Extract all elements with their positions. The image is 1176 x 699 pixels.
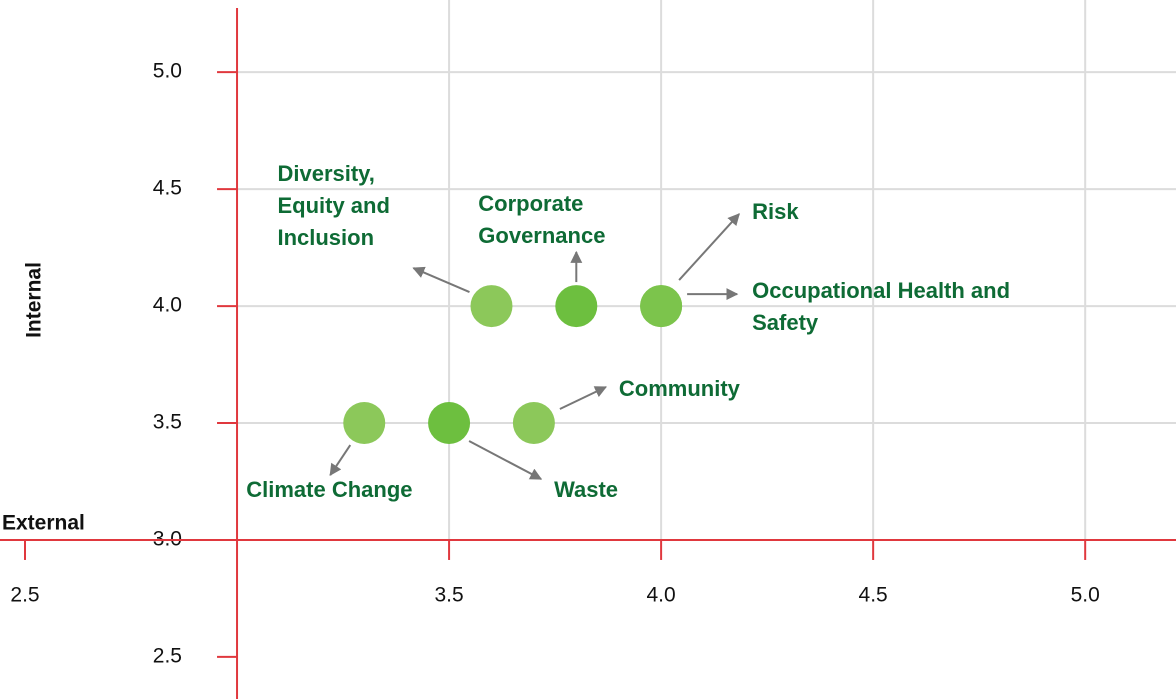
x-tick-label: 3.5 [434, 584, 463, 607]
point [555, 285, 598, 328]
annotation-arrow [559, 386, 607, 410]
annotation-arrow [412, 266, 470, 293]
y-tick-label: 3.5 [153, 411, 182, 434]
point [640, 285, 683, 328]
y-tick-label: 4.0 [153, 294, 182, 317]
point [343, 402, 386, 445]
y-tick-label: 2.5 [153, 644, 182, 667]
point [428, 402, 471, 445]
y-tick-label: 5.0 [153, 60, 182, 83]
annotation-arrow [329, 444, 352, 477]
x-tick-label: 4.0 [647, 584, 676, 607]
point-label: Community [618, 376, 740, 402]
x-tick-label: 5.0 [1071, 584, 1100, 607]
annotation-arrow [678, 213, 740, 281]
point-label: Corporate Governance [478, 191, 606, 249]
y-tick-label: 4.5 [153, 177, 182, 200]
annotation-arrow [468, 440, 543, 480]
point [470, 285, 513, 328]
point [512, 402, 555, 445]
x-tick-label: 4.5 [859, 584, 888, 607]
point-label: Climate Change [246, 477, 413, 503]
point-label: Waste [554, 477, 619, 503]
point-label: Risk [752, 199, 799, 225]
y-axis-label: Internal [23, 262, 46, 338]
x-axis-label: External [2, 512, 85, 535]
point-label: Diversity, Equity and Inclusion [277, 161, 390, 251]
x-tick-label: 2.5 [10, 584, 39, 607]
point-label: Occupational Health and Safety [752, 278, 1011, 336]
